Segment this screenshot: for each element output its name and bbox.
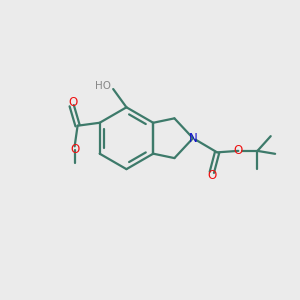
Text: N: N (189, 132, 197, 145)
Text: O: O (234, 144, 243, 158)
Text: O: O (70, 143, 79, 156)
Text: O: O (207, 169, 216, 182)
Text: O: O (68, 96, 78, 109)
Text: HO: HO (95, 80, 111, 91)
